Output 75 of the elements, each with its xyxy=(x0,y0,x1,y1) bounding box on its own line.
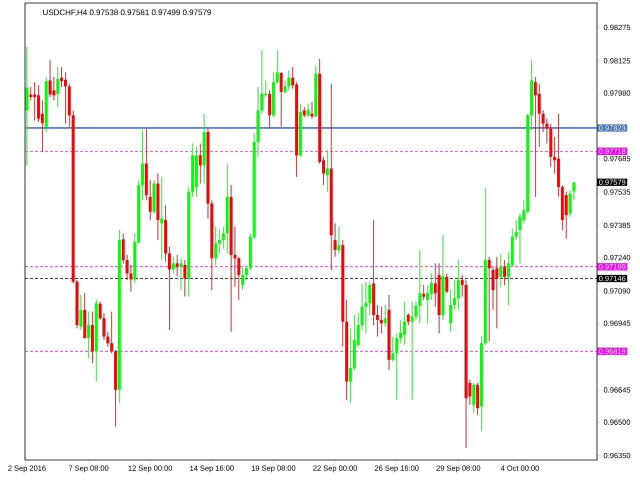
candlestick xyxy=(418,250,422,324)
candlestick xyxy=(218,230,221,254)
candlestick xyxy=(564,191,568,239)
candlestick xyxy=(534,76,537,198)
candlestick xyxy=(499,252,502,288)
candlestick xyxy=(349,328,352,404)
candlestick xyxy=(276,50,279,84)
candlestick xyxy=(545,118,548,144)
candlestick xyxy=(384,304,387,327)
candlestick xyxy=(148,180,152,220)
candlestick xyxy=(402,301,406,346)
candlestick xyxy=(488,256,491,342)
candlestick xyxy=(310,102,314,120)
candlestick xyxy=(449,290,452,332)
candlestick xyxy=(222,226,225,249)
candlestick xyxy=(572,181,576,200)
candlestick xyxy=(183,260,186,297)
candlestick xyxy=(180,258,182,290)
candlestick xyxy=(87,311,90,359)
candlestick xyxy=(79,294,82,330)
candlestick xyxy=(48,60,52,98)
candlestick xyxy=(453,280,456,310)
candlestick xyxy=(426,284,429,324)
candlestick xyxy=(334,222,337,258)
candlestick xyxy=(64,72,67,124)
candlestick xyxy=(126,254,129,280)
candlestick xyxy=(380,306,383,334)
candlestick xyxy=(422,284,426,300)
candlestick xyxy=(414,301,418,320)
candlestick xyxy=(60,66,64,88)
candlestick xyxy=(106,331,110,347)
candlestick xyxy=(391,336,394,362)
candlestick xyxy=(33,82,36,121)
candlestick xyxy=(376,304,379,337)
candlestick xyxy=(306,103,310,118)
candlestick xyxy=(29,86,32,101)
candlestick xyxy=(399,319,402,344)
candlestick xyxy=(260,50,264,114)
candlestick xyxy=(476,382,480,416)
candlestick xyxy=(141,130,144,201)
candlestick xyxy=(241,266,244,290)
candlestick xyxy=(514,220,518,240)
candlestick xyxy=(360,283,364,330)
candlestick xyxy=(542,110,545,132)
candlestick xyxy=(214,226,218,266)
candlestick xyxy=(460,274,464,297)
candlestick xyxy=(52,76,56,101)
candlestick xyxy=(280,72,283,128)
candlestick xyxy=(110,311,114,354)
candlestick xyxy=(233,226,236,288)
candlestick xyxy=(102,312,106,340)
candlestick xyxy=(430,273,433,300)
candlestick xyxy=(245,266,248,280)
candlestick xyxy=(284,80,286,94)
candlestick xyxy=(287,70,290,91)
candlestick xyxy=(98,301,102,320)
candlestick xyxy=(518,212,522,264)
candlestick xyxy=(568,190,572,218)
candlestick xyxy=(25,46,28,166)
candlestick xyxy=(129,264,132,292)
candlestick xyxy=(364,281,368,334)
candlestick xyxy=(268,90,272,130)
candlestick xyxy=(337,226,340,254)
candlestick xyxy=(37,84,40,122)
candlestick xyxy=(172,256,175,274)
candlestick xyxy=(176,254,179,278)
candlestick xyxy=(492,266,494,310)
candlestick xyxy=(410,301,414,400)
candlestick xyxy=(40,100,44,152)
candlestick xyxy=(456,260,460,310)
candlestick xyxy=(326,150,329,192)
candlestick xyxy=(395,332,398,400)
candlestick xyxy=(168,246,171,330)
candlestick xyxy=(503,260,506,286)
candlestick xyxy=(495,256,498,329)
